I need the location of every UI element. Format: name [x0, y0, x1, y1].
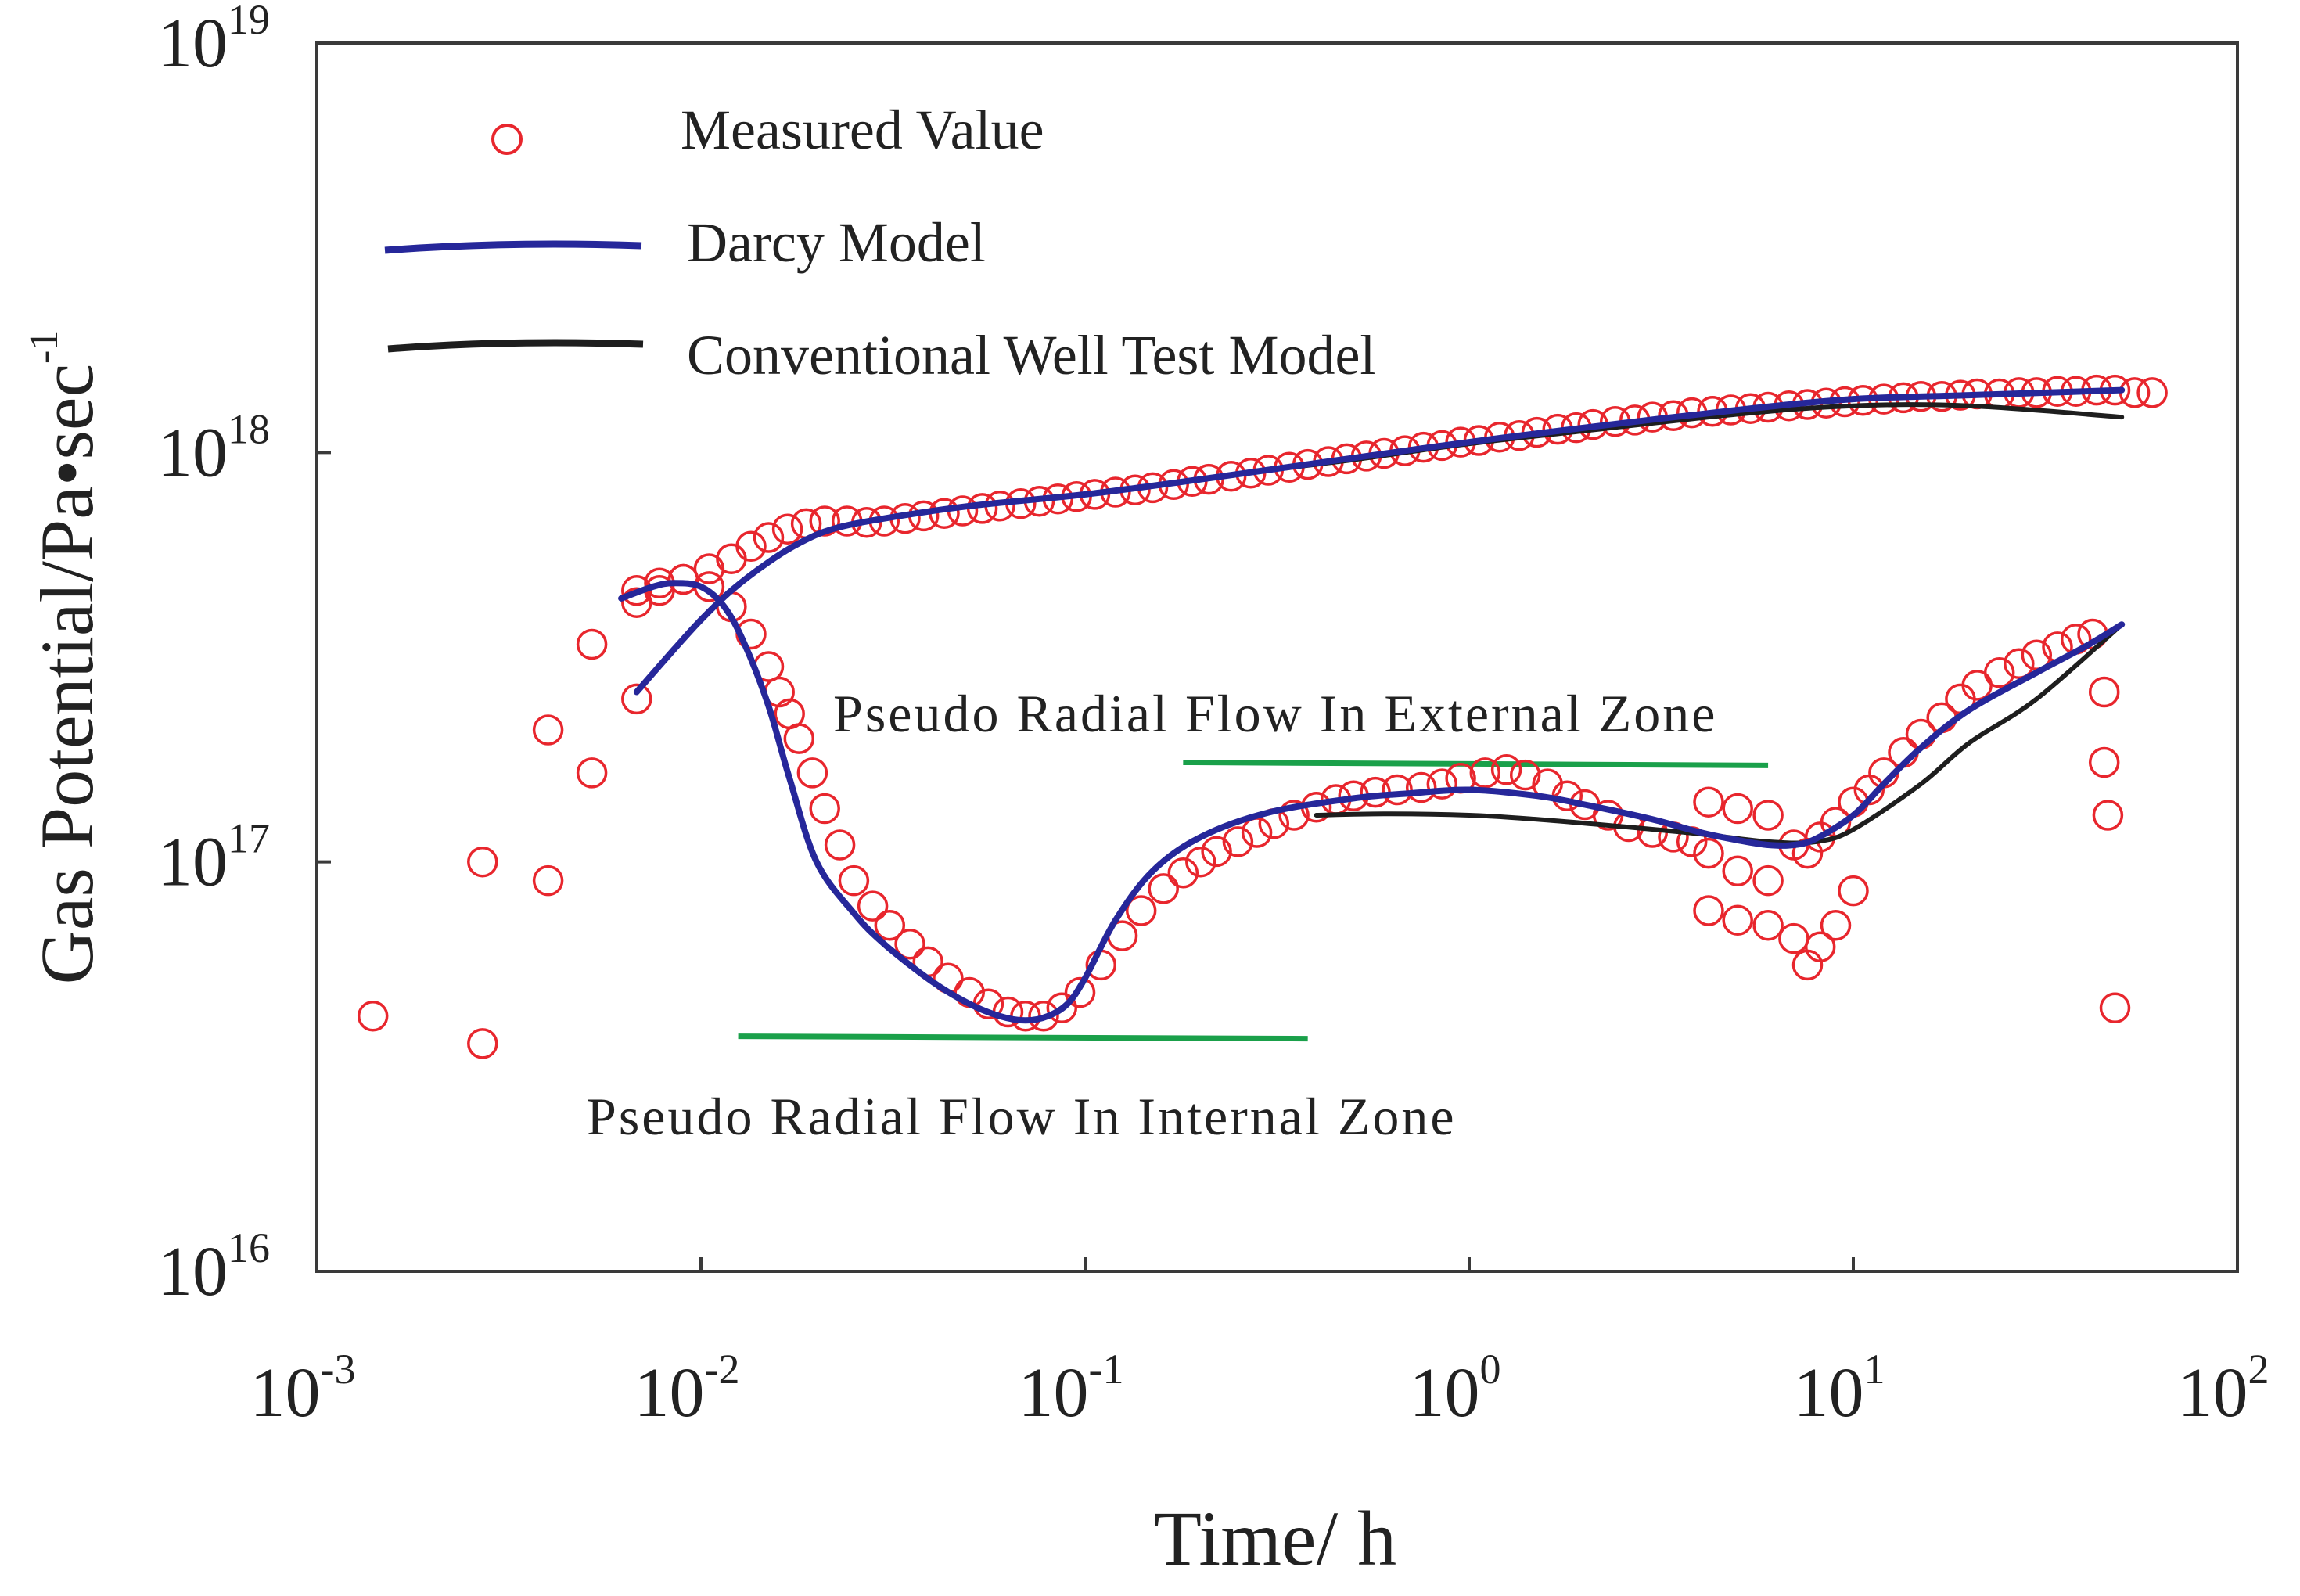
- measured-point: [753, 522, 785, 553]
- y-axis-title-group: Gas Potential/Pa•sec-1: [22, 330, 109, 985]
- y-axis-title-text: Gas Potential/Pa•sec: [25, 364, 109, 984]
- measured-point: [1778, 922, 1809, 954]
- measured-point: [2136, 377, 2168, 408]
- measured-point: [1426, 768, 1458, 800]
- measured-point: [2088, 676, 2120, 708]
- measured-point: [874, 909, 906, 941]
- y-tick-label: 1016: [157, 1224, 270, 1310]
- measured-point: [809, 793, 840, 825]
- y-axis-title-exponent: -1: [22, 330, 66, 364]
- measured-point: [783, 723, 815, 754]
- y-tick-label: 1018: [157, 405, 270, 491]
- measured-point: [2119, 377, 2151, 408]
- measured-point: [1222, 826, 1254, 857]
- y-axis-title: Gas Potential/Pa•sec-1: [22, 330, 109, 985]
- reference-lines: [738, 759, 1769, 1042]
- measured-point: [1693, 837, 1724, 869]
- legend-marker-measured: [491, 124, 523, 155]
- legend-line-darcy: [384, 240, 642, 254]
- measured-point: [1148, 873, 1179, 904]
- legend: Measured Value Darcy Model Conventional …: [384, 99, 1375, 386]
- measured-point: [1752, 864, 1784, 897]
- measured-point: [2092, 800, 2124, 831]
- x-tick-label: 10-1: [1019, 1346, 1124, 1432]
- measured-point: [735, 530, 767, 563]
- measured-point: [1167, 857, 1199, 889]
- measured-point: [1722, 904, 1753, 936]
- annotation-internal-zone: Pseudo Radial Flow In Internal Zone: [587, 1087, 1457, 1146]
- measured-point: [467, 1028, 498, 1059]
- measured-point: [796, 757, 828, 789]
- measured-point: [532, 714, 564, 746]
- x-tick-label: 10-3: [250, 1346, 356, 1432]
- plot-frame: [315, 41, 2239, 1273]
- y-tick-label: 1017: [157, 815, 270, 901]
- measured-point: [1125, 895, 1157, 926]
- measured-point: [1722, 855, 1753, 887]
- legend-label-measured: Measured Value: [681, 99, 1044, 161]
- legend-line-conventional: [387, 339, 644, 353]
- measured-point: [1509, 759, 1541, 791]
- measured-point: [824, 829, 856, 861]
- measured-point: [576, 757, 608, 789]
- measured-point: [1028, 1001, 1059, 1032]
- y-tick-label: 1019: [157, 0, 270, 82]
- measured-point: [1983, 656, 2015, 688]
- legend-label-darcy: Darcy Model: [687, 211, 986, 274]
- measured-point: [532, 864, 564, 897]
- measured-point: [576, 628, 608, 660]
- x-tick-label: 101: [1794, 1346, 1885, 1432]
- measured-point: [1046, 992, 1078, 1024]
- x-axis-title: Time/ h: [1154, 1495, 1396, 1582]
- x-tick-label: 100: [1410, 1346, 1501, 1432]
- measured-point: [357, 1001, 389, 1032]
- x-axis: 10-3 10-2 10-1 100 101 102: [250, 1257, 2269, 1432]
- measured-point: [1838, 875, 1869, 907]
- measured-point: [838, 864, 870, 897]
- measured-point: [1693, 895, 1724, 926]
- conventional-model-line: [1314, 622, 2125, 846]
- measured-point: [1405, 771, 1437, 803]
- darcy-model-line: [618, 580, 2126, 1024]
- measured-point: [1722, 793, 1753, 825]
- model-lines: [618, 386, 2126, 1024]
- annotation-external-zone: Pseudo Radial Flow In External Zone: [833, 684, 1717, 743]
- measured-point: [809, 505, 840, 537]
- measured-point: [771, 513, 803, 545]
- measured-point: [1185, 846, 1216, 878]
- measured-point: [1382, 774, 1413, 806]
- measured-point: [621, 683, 652, 715]
- measured-point: [1752, 909, 1784, 941]
- x-tick-label: 102: [2178, 1346, 2269, 1432]
- measured-point: [1064, 976, 1096, 1008]
- measured-point: [2004, 648, 2035, 679]
- measured-point: [1278, 800, 1310, 831]
- darcy-model-line: [633, 386, 2126, 696]
- legend-label-conventional: Conventional Well Test Model: [687, 324, 1375, 386]
- measured-point: [2088, 746, 2120, 778]
- measured-point: [1490, 754, 1522, 785]
- internal-zone-line: [738, 1033, 1308, 1042]
- measured-point: [1820, 909, 1852, 941]
- measured-point: [2099, 992, 2131, 1024]
- measured-point: [467, 846, 498, 878]
- measured-point: [1469, 757, 1501, 789]
- measured-point: [716, 543, 747, 574]
- measured-point: [1752, 800, 1784, 831]
- measured-point: [1201, 836, 1232, 868]
- measured-point: [894, 928, 925, 960]
- x-tick-label: 10-2: [634, 1346, 740, 1432]
- y-axis: 1016 1017 1018 1019: [157, 0, 331, 1310]
- measured-point: [1804, 931, 1836, 963]
- measured-point: [1693, 786, 1724, 818]
- measured-point: [857, 890, 889, 922]
